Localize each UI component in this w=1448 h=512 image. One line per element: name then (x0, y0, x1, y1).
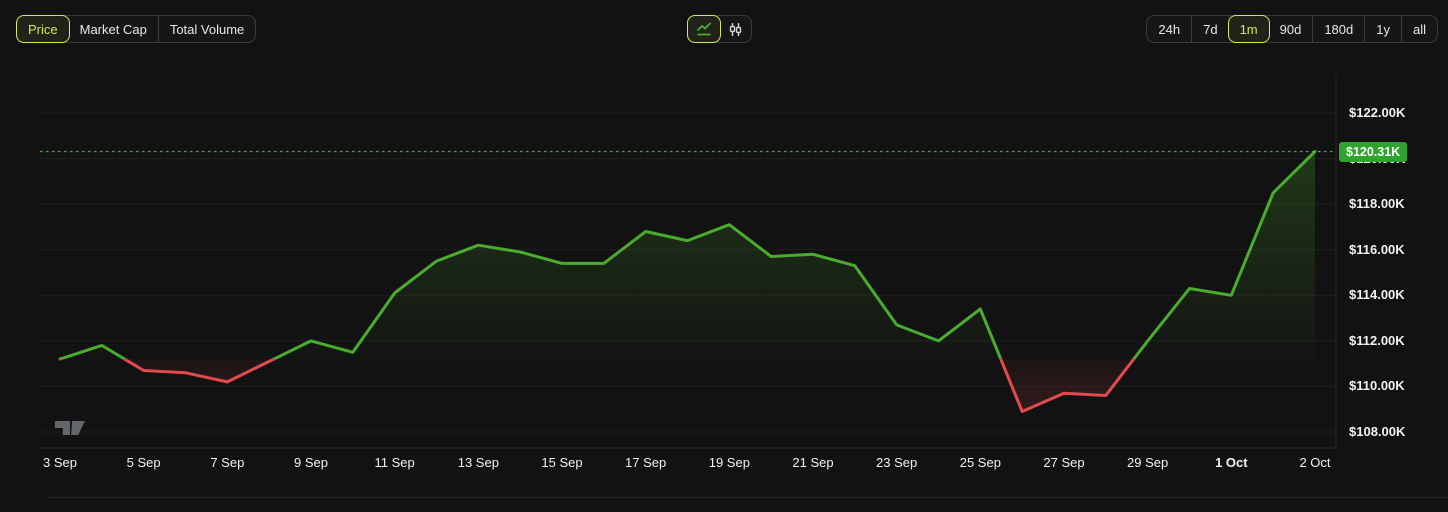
range-1y[interactable]: 1y (1364, 16, 1401, 42)
range-90d[interactable]: 90d (1279, 21, 1302, 37)
tab-price[interactable]: Price (16, 15, 70, 43)
x-axis-label: 7 Sep (210, 455, 245, 470)
x-axis-label: 23 Sep (876, 455, 918, 470)
y-axis-label: $110.00K (1349, 378, 1405, 394)
range-24h[interactable]: 24h (1158, 21, 1181, 37)
last-price-badge: $120.31K (1339, 141, 1408, 162)
tradingview-logo[interactable] (55, 420, 85, 441)
x-axis-label: 19 Sep (708, 455, 750, 470)
x-axis-label: 2 Oct (1299, 455, 1331, 470)
y-axis-label: $114.00K (1349, 287, 1405, 303)
y-axis-label: $108.00K (1349, 424, 1406, 439)
tab-market-cap[interactable]: Market Cap (79, 21, 147, 37)
chart-type-toggle (687, 15, 752, 43)
range-180d[interactable]: 180d (1312, 16, 1364, 42)
line-chart-icon (696, 22, 712, 37)
range-1m[interactable]: 1m (1227, 15, 1270, 43)
candlestick-icon (728, 22, 743, 37)
y-axis-label: $112.00K (1349, 332, 1405, 348)
x-axis-label: 15 Sep (541, 455, 583, 470)
range-7d[interactable]: 7d (1191, 16, 1228, 42)
time-range-group: 24h 7d 1m 90d 180d 1y all (1146, 15, 1438, 43)
x-axis-label: 27 Sep (1043, 455, 1085, 470)
y-axis-label: $118.00K (1349, 196, 1405, 212)
y-axis-label: $116.00K (1349, 241, 1405, 257)
x-axis-label: 29 Sep (1127, 455, 1169, 470)
x-axis-label: 11 Sep (374, 455, 415, 470)
x-axis-label: 5 Sep (126, 455, 161, 470)
section-divider (48, 497, 1448, 498)
line-chart-button[interactable] (687, 15, 721, 43)
x-axis-label: 1 Oct (1215, 455, 1248, 470)
y-axis-label: $122.00K (1349, 105, 1406, 120)
x-axis-label: 21 Sep (792, 455, 834, 470)
x-axis-label: 3 Sep (43, 455, 77, 470)
x-axis-label: 13 Sep (457, 455, 499, 470)
x-axis-label: 9 Sep (293, 455, 328, 470)
x-axis-label: 17 Sep (625, 455, 667, 470)
tab-total-volume[interactable]: Total Volume (157, 16, 255, 42)
candlestick-chart-button[interactable] (720, 16, 751, 42)
range-all[interactable]: all (1400, 16, 1437, 42)
metric-tab-group: Price Market Cap Total Volume (16, 15, 257, 43)
x-axis-label: 25 Sep (959, 455, 1001, 470)
